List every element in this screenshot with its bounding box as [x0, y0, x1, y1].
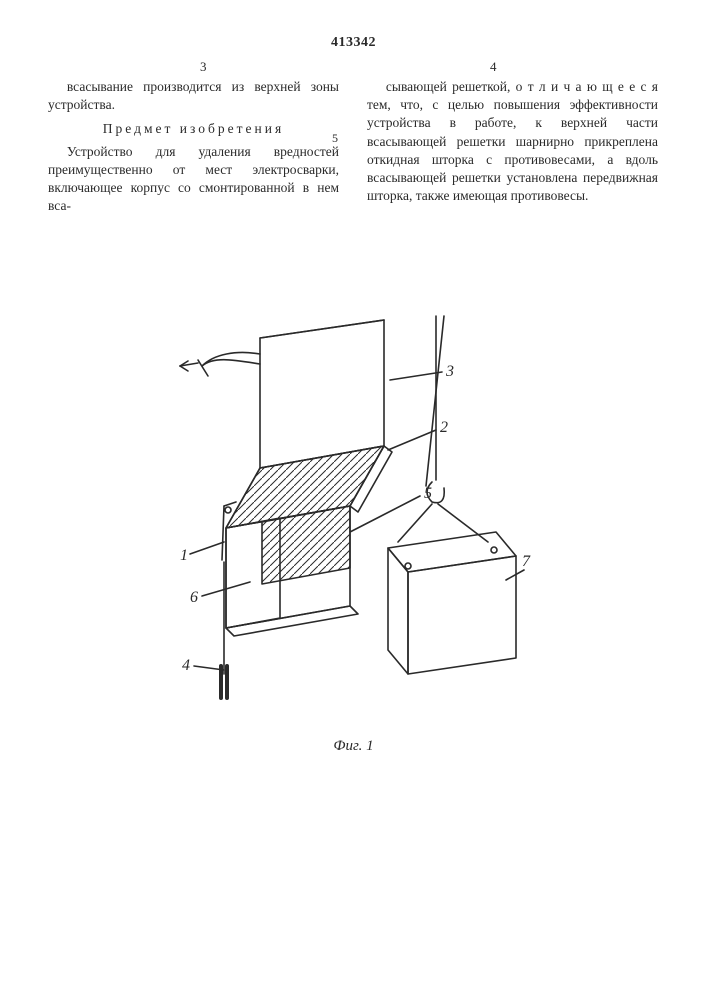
text-columns: всасывание производится из верхней зоны … [48, 78, 659, 218]
left-para-2: Устройство для удаления вредностей преим… [48, 143, 339, 216]
svg-text:3: 3 [445, 363, 454, 380]
figure-1-wrap: 3 2 5 7 1 6 4 Фиг. 1 [0, 310, 707, 756]
left-para-1: всасывание производится из верхней зоны … [48, 78, 339, 114]
left-column-number: 3 [200, 58, 207, 76]
svg-text:1: 1 [180, 547, 188, 564]
patent-page: 413342 3 4 всасывание производится из ве… [0, 0, 707, 1000]
line-number-marker: 5 [332, 130, 338, 146]
svg-text:2: 2 [440, 419, 448, 436]
claim-heading: Предмет изобретения [48, 120, 339, 138]
svg-text:6: 6 [190, 589, 198, 606]
svg-text:7: 7 [522, 553, 531, 570]
left-column: всасывание производится из верхней зоны … [48, 78, 339, 218]
right-para-1: сывающей решеткой, о т л и ч а ю щ е е с… [367, 78, 658, 206]
right-column-number: 4 [490, 58, 497, 76]
figure-1-caption: Фиг. 1 [0, 736, 707, 756]
right-column: сывающей решеткой, о т л и ч а ю щ е е с… [367, 78, 658, 218]
svg-text:5: 5 [424, 485, 432, 502]
figure-1: 3 2 5 7 1 6 4 [174, 310, 534, 730]
svg-text:4: 4 [182, 657, 190, 674]
publication-number: 413342 [0, 34, 707, 53]
